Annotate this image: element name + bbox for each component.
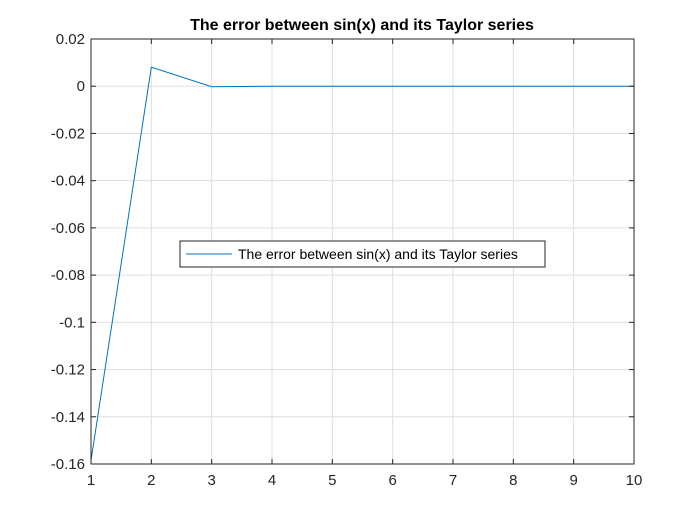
y-tick-label: 0 (77, 78, 85, 95)
legend-entry-label: The error between sin(x) and its Taylor … (238, 246, 518, 262)
y-tick-label: -0.08 (51, 267, 85, 284)
x-tick-label: 2 (147, 472, 155, 489)
legend: The error between sin(x) and its Taylor … (179, 240, 546, 268)
y-tick-label: -0.04 (51, 173, 85, 190)
x-tick-label: 5 (328, 472, 336, 489)
x-tick-label: 7 (449, 472, 457, 489)
x-tick-label: 10 (626, 472, 643, 489)
y-tick-label: -0.1 (59, 314, 85, 331)
x-tick-label: 4 (268, 472, 276, 489)
x-tick-label: 9 (569, 472, 577, 489)
x-tick-label: 1 (87, 472, 95, 489)
series-line (90, 66, 634, 461)
series-layer (90, 66, 634, 461)
x-tick-label: 6 (388, 472, 396, 489)
x-tick-label: 3 (207, 472, 215, 489)
legend-box (179, 240, 546, 268)
y-tick-label: 0.02 (56, 31, 85, 48)
y-tick-label: -0.02 (51, 125, 85, 142)
y-tick-label: -0.14 (51, 409, 85, 426)
plot-frame (90, 38, 635, 465)
y-tick-label: -0.06 (51, 220, 85, 237)
y-tick-label: -0.16 (51, 456, 85, 473)
chart-title: The error between sin(x) and its Taylor … (190, 17, 534, 34)
ticks: 1 2 3 4 5 6 7 8 9 10 -0.16 -0.14 -0.12 -0.1 -0.08 -0.06… (51, 31, 643, 489)
x-tick-label: 8 (509, 472, 517, 489)
y-tick-label: -0.12 (51, 362, 85, 379)
